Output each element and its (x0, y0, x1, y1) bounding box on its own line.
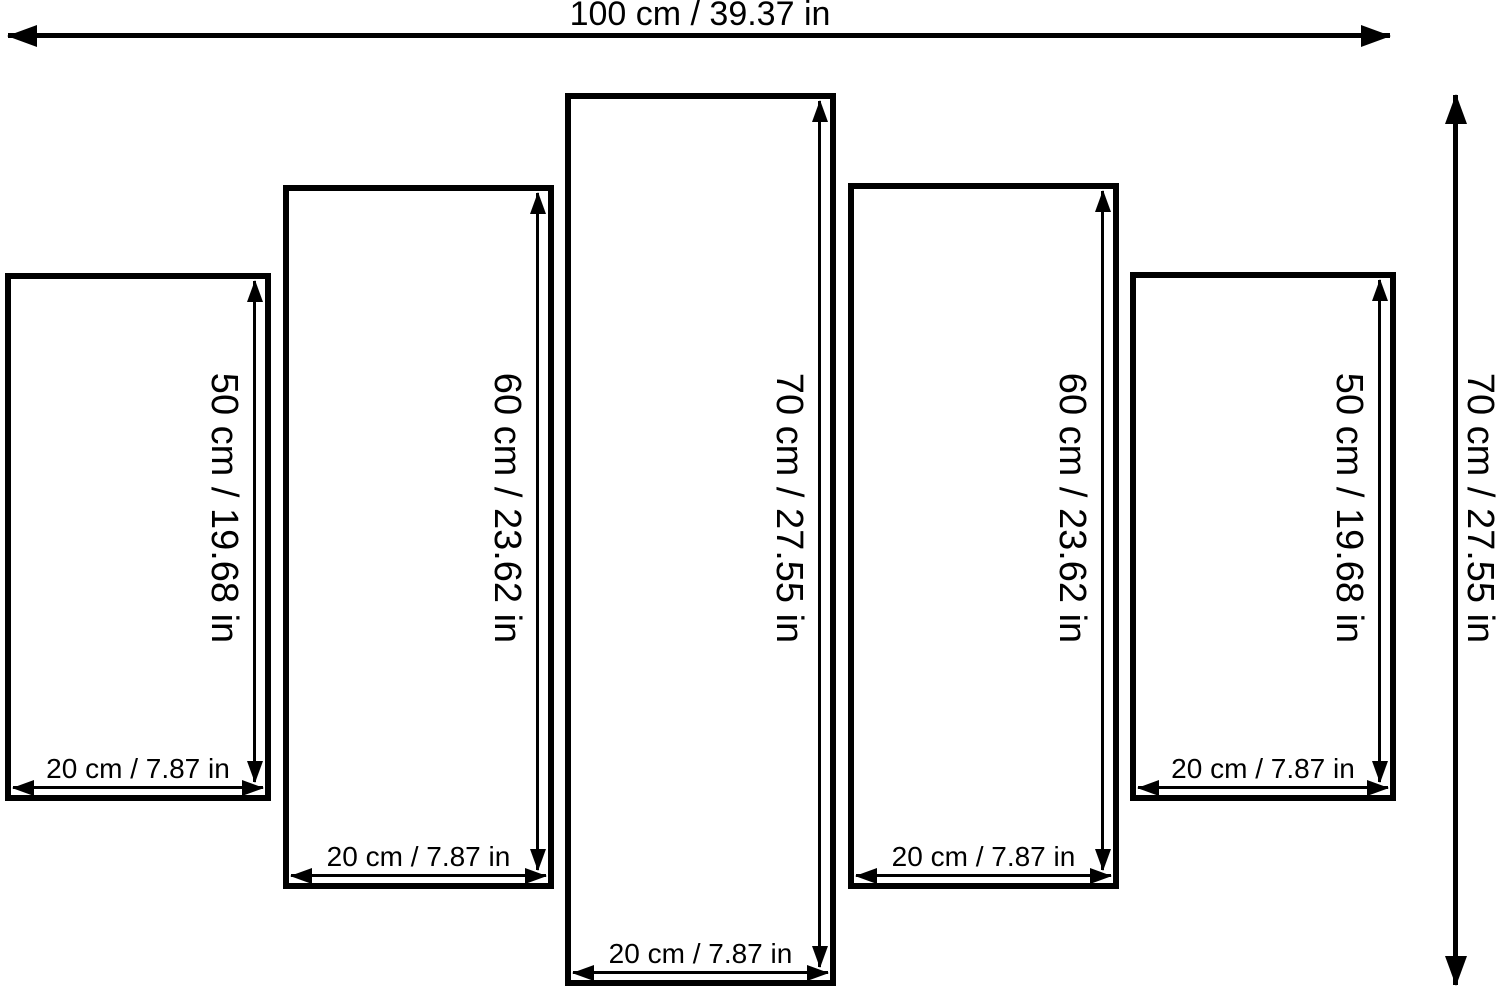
panel-1-height-label: 50 cm / 19.68 in (203, 372, 245, 644)
panel-5: 20 cm / 7.87 in 50 cm / 19.68 in (1130, 272, 1396, 801)
panel-3-height-label: 70 cm / 27.55 in (768, 372, 810, 644)
panel-1-height-arrow-icon (253, 281, 256, 782)
panel-3-width-arrow-icon (573, 971, 828, 974)
panel-4: 20 cm / 7.87 in 60 cm / 23.62 in (848, 183, 1119, 889)
panel-1-width-arrow-icon (13, 786, 263, 789)
panel-4-height-label: 60 cm / 23.62 in (1051, 372, 1093, 644)
panel-2-width-label: 20 cm / 7.87 in (326, 841, 511, 872)
panel-1-width-label: 20 cm / 7.87 in (46, 753, 230, 784)
panel-1: 20 cm / 7.87 in 50 cm / 19.68 in (5, 273, 271, 801)
panel-4-width-arrow-icon (856, 874, 1111, 877)
panel-4-height-arrow-icon (1101, 191, 1104, 870)
panel-5-width-arrow-icon (1138, 786, 1388, 789)
panel-3-height-arrow-icon (818, 101, 821, 967)
panel-5-width-label: 20 cm / 7.87 in (1171, 753, 1355, 784)
panel-2-height-label: 60 cm / 23.62 in (486, 372, 528, 644)
overall-width-label: 100 cm / 39.37 in (569, 0, 831, 33)
panel-5-height-label: 50 cm / 19.68 in (1328, 372, 1370, 644)
panel-4-width-label: 20 cm / 7.87 in (891, 841, 1076, 872)
panel-2: 20 cm / 7.87 in 60 cm / 23.62 in (283, 185, 554, 889)
panel-3: 20 cm / 7.87 in 70 cm / 27.55 in (565, 93, 836, 986)
overall-height-arrow-icon (1453, 95, 1458, 985)
panel-5-height-arrow-icon (1378, 280, 1381, 782)
panel-2-height-arrow-icon (536, 193, 539, 870)
overall-width-arrow-icon (8, 33, 1390, 38)
panel-3-width-label: 20 cm / 7.87 in (608, 938, 793, 969)
overall-height-label: 70 cm / 27.55 in (1459, 372, 1500, 644)
panel-2-width-arrow-icon (291, 874, 546, 877)
